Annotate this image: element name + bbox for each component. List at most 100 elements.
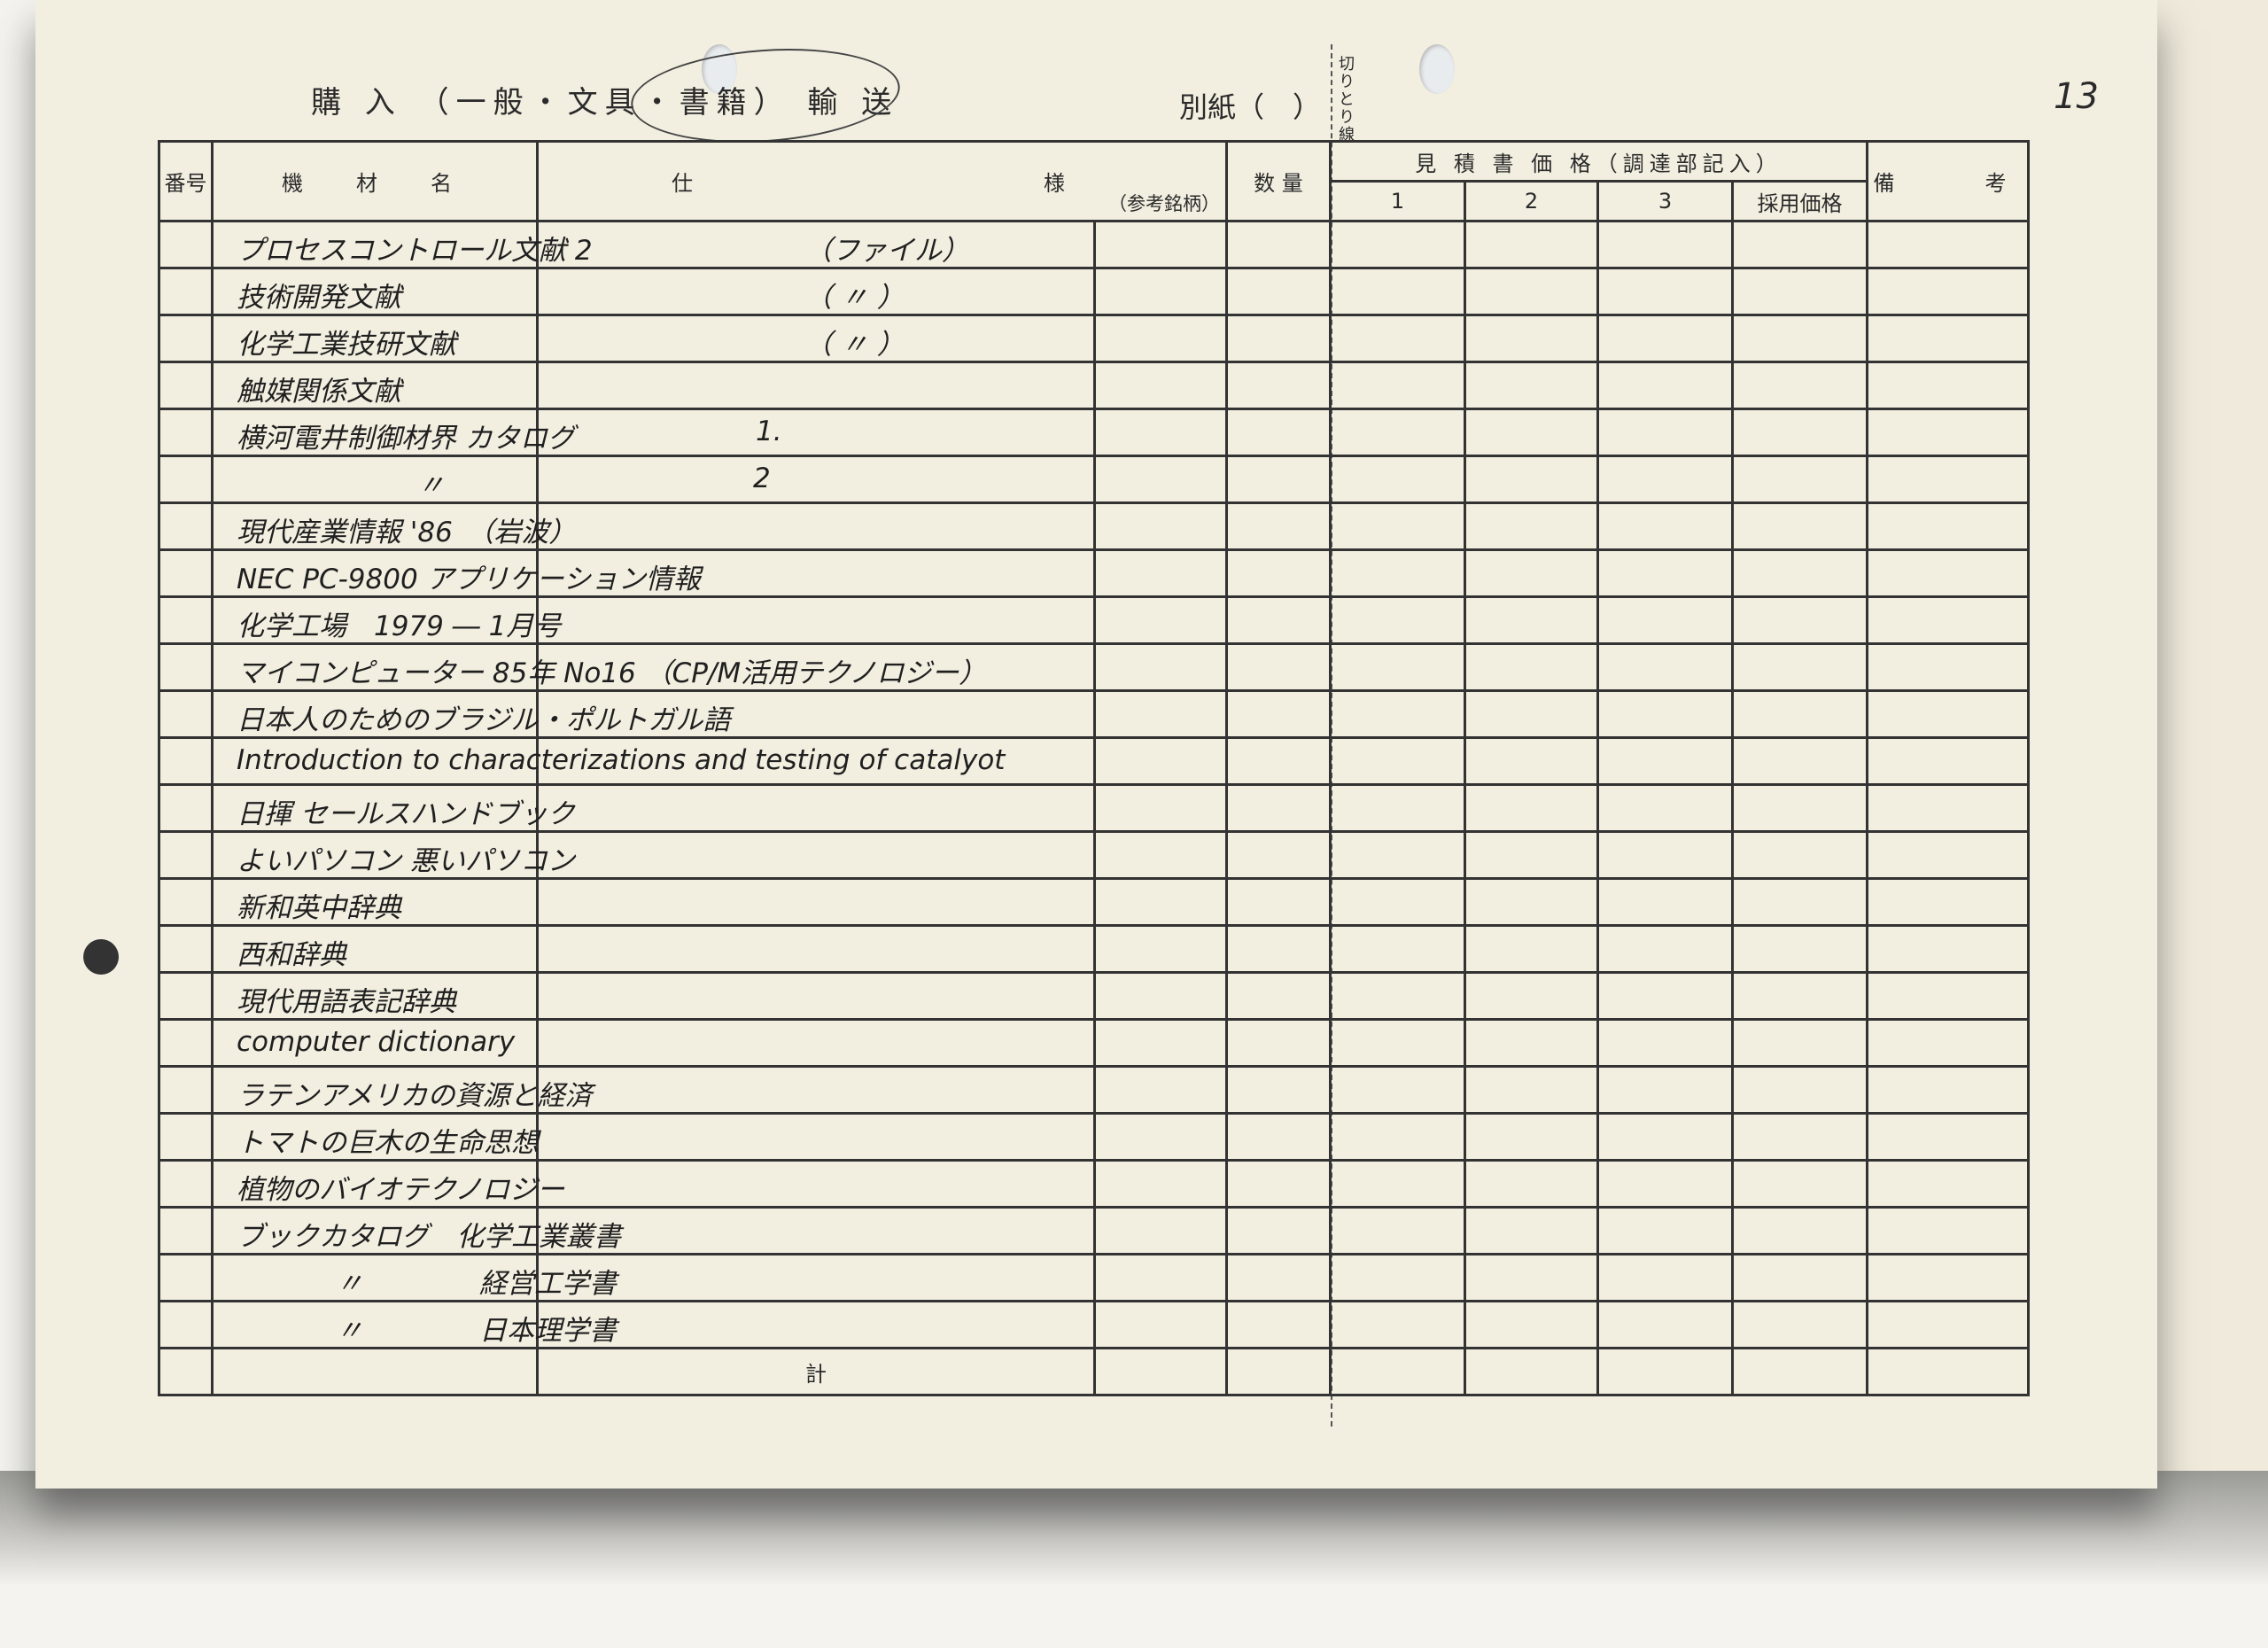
number-cell[interactable] xyxy=(158,1300,214,1349)
spec-cell[interactable] xyxy=(536,1065,1096,1115)
name-cell[interactable]: 〃 2 xyxy=(211,455,771,504)
quantity-cell[interactable] xyxy=(1225,642,1332,692)
number-cell[interactable] xyxy=(158,1112,214,1162)
spec-cell[interactable] xyxy=(536,220,1096,269)
est2-cell[interactable] xyxy=(1464,501,1599,551)
est3-cell[interactable] xyxy=(1596,1206,1734,1255)
est2-cell[interactable] xyxy=(1464,1300,1599,1349)
remarks-cell[interactable] xyxy=(1866,689,2030,739)
est1-cell[interactable] xyxy=(1329,1065,1466,1115)
number-cell[interactable] xyxy=(158,1206,214,1255)
est3-cell[interactable] xyxy=(1596,689,1734,739)
spec-cell[interactable] xyxy=(536,1253,1096,1302)
est1-cell[interactable] xyxy=(1329,1018,1466,1068)
quantity-cell[interactable] xyxy=(1225,736,1332,786)
est1-cell[interactable] xyxy=(1329,548,1466,598)
est2-cell[interactable] xyxy=(1464,595,1599,645)
number-cell[interactable] xyxy=(158,220,214,269)
est1-cell[interactable] xyxy=(1329,877,1466,927)
quantity-cell[interactable] xyxy=(1225,877,1332,927)
est2-cell[interactable] xyxy=(1464,1206,1599,1255)
est3-cell[interactable] xyxy=(1596,783,1734,833)
est2-cell[interactable] xyxy=(1464,736,1599,786)
est1-cell[interactable] xyxy=(1329,267,1466,316)
adopted-cell[interactable] xyxy=(1731,361,1868,410)
number-cell[interactable] xyxy=(158,1253,214,1302)
remarks-cell[interactable] xyxy=(1866,830,2030,880)
est1-cell[interactable] xyxy=(1329,971,1466,1021)
name-cell[interactable]: 日本人のためのブラジル・ポルトガル語 xyxy=(211,689,730,739)
est1-cell[interactable] xyxy=(1329,220,1466,269)
spec-cell[interactable] xyxy=(536,736,1096,786)
number-cell[interactable] xyxy=(158,1065,214,1115)
est3-cell[interactable] xyxy=(1596,455,1734,504)
est2-cell[interactable] xyxy=(1464,1065,1599,1115)
number-cell[interactable] xyxy=(158,971,214,1021)
remarks-cell[interactable] xyxy=(1866,455,2030,504)
spec-cell[interactable] xyxy=(536,924,1096,974)
name-cell[interactable]: 〃 日本理学書 xyxy=(211,1300,617,1349)
ref-cell[interactable] xyxy=(1093,267,1228,316)
est2-cell[interactable] xyxy=(1464,1253,1599,1302)
est1-cell[interactable] xyxy=(1329,314,1466,363)
remarks-cell[interactable] xyxy=(1866,736,2030,786)
adopted-cell[interactable] xyxy=(1731,642,1868,692)
est3-cell[interactable] xyxy=(1596,267,1734,316)
quantity-cell[interactable] xyxy=(1225,314,1332,363)
name-cell[interactable]: 触媒関係文献 xyxy=(211,361,539,410)
remarks-cell[interactable] xyxy=(1866,267,2030,316)
spec-cell[interactable] xyxy=(536,689,1096,739)
ref-cell[interactable] xyxy=(1093,736,1228,786)
ref-cell[interactable] xyxy=(1093,314,1228,363)
est1-cell[interactable] xyxy=(1329,736,1466,786)
remarks-cell[interactable] xyxy=(1866,314,2030,363)
est2-cell[interactable] xyxy=(1464,314,1599,363)
est3-cell[interactable] xyxy=(1596,1065,1734,1115)
spec-cell[interactable] xyxy=(536,971,1096,1021)
quantity-cell[interactable] xyxy=(1225,971,1332,1021)
name-cell[interactable]: 化学工業技研文献 （ 〃 ） xyxy=(211,314,905,363)
est3-cell[interactable] xyxy=(1596,1018,1734,1068)
est1-cell[interactable] xyxy=(1329,783,1466,833)
name-cell[interactable]: 植物のバイオテクノロジー xyxy=(211,1159,564,1209)
spec-cell[interactable] xyxy=(536,1159,1096,1209)
est3-cell[interactable] xyxy=(1596,971,1734,1021)
spec-cell[interactable] xyxy=(536,548,1096,598)
ref-cell[interactable] xyxy=(1093,783,1228,833)
quantity-cell[interactable] xyxy=(1225,455,1332,504)
remarks-cell[interactable] xyxy=(1866,783,2030,833)
name-cell[interactable]: ブックカタログ 化学工業叢書 xyxy=(211,1206,621,1255)
est3-cell[interactable] xyxy=(1596,314,1734,363)
remarks-cell[interactable] xyxy=(1866,924,2030,974)
est1-cell[interactable] xyxy=(1329,642,1466,692)
est1-cell[interactable] xyxy=(1329,501,1466,551)
spec-cell[interactable] xyxy=(536,314,1096,363)
ref-cell[interactable] xyxy=(1093,924,1228,974)
spec-cell[interactable] xyxy=(536,267,1096,316)
remarks-cell[interactable] xyxy=(1866,361,2030,410)
quantity-cell[interactable] xyxy=(1225,1300,1332,1349)
quantity-cell[interactable] xyxy=(1225,783,1332,833)
est2-cell[interactable] xyxy=(1464,220,1599,269)
remarks-cell[interactable] xyxy=(1866,501,2030,551)
number-cell[interactable] xyxy=(158,642,214,692)
number-cell[interactable] xyxy=(158,830,214,880)
adopted-cell[interactable] xyxy=(1731,220,1868,269)
quantity-cell[interactable] xyxy=(1225,689,1332,739)
quantity-cell[interactable] xyxy=(1225,1159,1332,1209)
adopted-cell[interactable] xyxy=(1731,501,1868,551)
est2-cell[interactable] xyxy=(1464,1018,1599,1068)
est1-cell[interactable] xyxy=(1329,361,1466,410)
spec-cell[interactable] xyxy=(536,455,1096,504)
remarks-cell[interactable] xyxy=(1866,1206,2030,1255)
est2-cell[interactable] xyxy=(1464,924,1599,974)
name-cell[interactable]: 現代用語表記辞典 xyxy=(211,971,539,1021)
quantity-cell[interactable] xyxy=(1225,830,1332,880)
adopted-cell[interactable] xyxy=(1731,267,1868,316)
number-cell[interactable] xyxy=(158,314,214,363)
est2-cell[interactable] xyxy=(1464,361,1599,410)
quantity-cell[interactable] xyxy=(1225,1065,1332,1115)
spec-cell[interactable] xyxy=(536,1206,1096,1255)
adopted-cell[interactable] xyxy=(1731,548,1868,598)
est2-cell[interactable] xyxy=(1464,971,1599,1021)
